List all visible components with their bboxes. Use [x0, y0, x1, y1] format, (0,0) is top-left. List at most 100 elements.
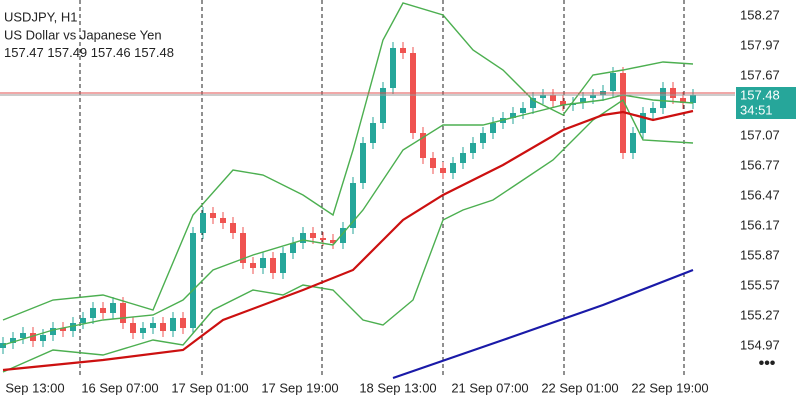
candle-body — [480, 133, 486, 143]
symbol: USDJPY, H1 — [4, 9, 77, 24]
candle-body — [520, 108, 526, 113]
candle-body — [660, 88, 666, 108]
header-open: 157.47 — [4, 45, 44, 60]
candle-body — [510, 113, 516, 118]
x-tick-label: 17 Sep 19:00 — [261, 380, 338, 395]
indicator-line — [2, 98, 694, 373]
axes: 158.27 157.97 157.67 157.07 156.77 156.47 156.… — [5, 7, 796, 395]
candle-body — [580, 98, 586, 103]
candle-body — [360, 143, 366, 183]
candle-body — [450, 163, 456, 173]
candle-body — [690, 95, 696, 103]
candle-body — [400, 48, 406, 53]
candle-body — [270, 258, 276, 273]
candle-body — [90, 308, 96, 318]
y-tick-label: 157.67 — [740, 67, 780, 82]
candle-body — [10, 338, 16, 343]
x-tick-label: 16 Sep 07:00 — [81, 380, 158, 395]
header-high: 157.49 — [47, 45, 87, 60]
candle-body — [630, 133, 636, 153]
y-tick-label: 154.97 — [740, 337, 780, 352]
y-tick-label: 156.17 — [740, 217, 780, 232]
candle-body — [210, 213, 216, 218]
candle-body — [200, 213, 206, 233]
candle-body — [380, 88, 386, 123]
candle-body — [340, 228, 346, 243]
candle-body — [530, 98, 536, 108]
x-tick-label: 21 Sep 07:00 — [451, 380, 528, 395]
candle-body — [190, 233, 196, 328]
candle-body — [260, 258, 266, 268]
candle-body — [120, 303, 126, 323]
price-tag — [736, 87, 796, 119]
candle-body — [680, 98, 686, 103]
y-tick-label: 157.97 — [740, 37, 780, 52]
y-tick-label: 156.77 — [740, 157, 780, 172]
candle-body — [130, 323, 136, 333]
x-tick-label: 22 Sep 01:00 — [541, 380, 618, 395]
y-tick-label: 155.27 — [740, 307, 780, 322]
candle-body — [40, 335, 46, 341]
candle-body — [560, 101, 566, 105]
x-tick-label: Sep 13:00 — [5, 380, 64, 395]
candle-body — [470, 143, 476, 153]
indicator-line — [2, 94, 694, 346]
menu-dots[interactable]: ••• — [759, 355, 776, 372]
x-tick-label: 22 Sep 19:00 — [631, 380, 708, 395]
candle-body — [440, 168, 446, 173]
candle-body — [170, 318, 176, 331]
candle-body — [250, 263, 256, 268]
candle-body — [460, 153, 466, 163]
candle-body — [150, 323, 156, 328]
indicator-line — [392, 268, 694, 380]
header-low: 157.46 — [91, 45, 131, 60]
candle-body — [70, 323, 76, 331]
candle-body — [230, 223, 236, 233]
y-tick-label: 155.57 — [740, 277, 780, 292]
indicator-line — [2, 2, 694, 321]
candle-body — [100, 308, 106, 313]
candle-body — [490, 123, 496, 133]
header-close: 157.48 — [134, 45, 174, 60]
candle-body — [180, 318, 186, 328]
candle-body — [110, 303, 116, 313]
description: US Dollar vs Japanese Yen — [4, 27, 162, 42]
y-tick-label: 156.47 — [740, 187, 780, 202]
candle-body — [350, 183, 356, 228]
candle-body — [320, 238, 326, 240]
indicator-line — [2, 109, 694, 372]
y-tick-label: 158.27 — [740, 7, 780, 22]
candle-body — [370, 123, 376, 143]
candle-body — [540, 95, 546, 98]
candle-body — [220, 218, 226, 223]
candle-body — [50, 328, 56, 335]
candle-body — [650, 108, 656, 113]
candle-body — [300, 233, 306, 243]
candle-body — [640, 113, 646, 133]
price-tag-label: 157.48 — [740, 87, 780, 102]
candle-body — [280, 253, 286, 273]
day-separators — [79, 0, 685, 378]
candle-body — [290, 243, 296, 253]
x-tick-label: 17 Sep 01:00 — [171, 380, 248, 395]
candle-body — [140, 328, 146, 333]
header-ohlc: 157.47 157.49 157.46 157.48 — [4, 45, 174, 60]
x-tick-label: 18 Sep 13:00 — [359, 380, 436, 395]
candle-body — [0, 343, 6, 348]
candle-body — [550, 95, 556, 101]
y-tick-label: 157.07 — [740, 127, 780, 142]
timer-label: 34:51 — [740, 102, 773, 117]
candle-body — [160, 323, 166, 331]
candle-body — [420, 133, 426, 158]
y-tick-label: 155.87 — [740, 247, 780, 262]
candle-body — [30, 333, 36, 341]
candle-body — [430, 158, 436, 168]
candle-body — [590, 95, 596, 98]
candle-body — [310, 233, 316, 238]
candle-body — [20, 333, 26, 338]
candle-body — [610, 73, 616, 91]
candle-body — [80, 318, 86, 323]
candle-body — [60, 328, 66, 331]
candle-body — [240, 233, 246, 263]
